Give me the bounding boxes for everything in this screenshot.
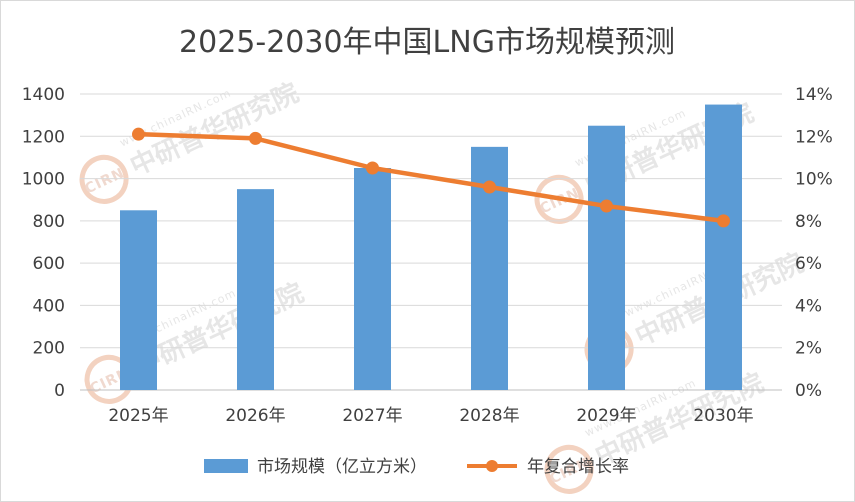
chart-title: 2025-2030年中国LNG市场规模预测 bbox=[179, 25, 675, 60]
y-right-tick-label: 6% bbox=[795, 254, 822, 274]
y-left-tick-label: 0 bbox=[54, 381, 65, 401]
y-right-tick-label: 2% bbox=[795, 339, 822, 359]
line-point bbox=[249, 131, 262, 145]
x-tick-label: 2028年 bbox=[459, 406, 519, 426]
watermark-logo bbox=[79, 154, 129, 204]
x-tick-label: 2025年 bbox=[108, 406, 168, 426]
legend-line-marker bbox=[486, 460, 498, 472]
y-right-tick-label: 10% bbox=[795, 170, 833, 190]
y-left-tick-label: 1200 bbox=[22, 127, 65, 147]
line-point bbox=[366, 161, 379, 175]
y-left-tick-label: 1400 bbox=[22, 85, 65, 105]
x-tick-label: 2027年 bbox=[342, 406, 402, 426]
y-right-tick-label: 14% bbox=[795, 85, 833, 105]
y-left-tick-label: 800 bbox=[33, 212, 65, 232]
bar bbox=[705, 104, 742, 391]
line-point bbox=[132, 127, 145, 141]
y-right-tick-label: 8% bbox=[795, 212, 822, 232]
y-left-tick-label: 400 bbox=[33, 296, 65, 316]
bar-series bbox=[120, 104, 742, 391]
legend: 市场规模（亿立方米） 年复合增长率 bbox=[204, 457, 629, 477]
legend-bar-swatch bbox=[204, 459, 248, 473]
legend-bar-label: 市场规模（亿立方米） bbox=[257, 457, 427, 477]
y-left-tick-label: 200 bbox=[33, 339, 65, 359]
y-right-tick-label: 12% bbox=[795, 127, 833, 147]
x-tick-label: 2026年 bbox=[225, 406, 285, 426]
x-tick-label: 2030年 bbox=[693, 406, 753, 426]
x-tick-label: 2029年 bbox=[576, 406, 636, 426]
y-left-tick-label: 1000 bbox=[22, 170, 65, 190]
bar bbox=[354, 168, 391, 390]
left-axis: 0 200 400 600 800 1000 1200 1400 bbox=[22, 85, 65, 401]
bar bbox=[120, 210, 157, 390]
bar bbox=[588, 125, 625, 390]
x-axis: 2025年 2026年 2027年 2028年 2029年 2030年 bbox=[108, 406, 753, 426]
grid-lines bbox=[80, 93, 782, 391]
bar bbox=[237, 189, 274, 390]
right-axis: 0% 2% 4% 6% 8% 10% 12% 14% bbox=[795, 85, 833, 401]
line-point bbox=[483, 180, 496, 194]
y-right-tick-label: 0% bbox=[795, 381, 822, 401]
line-path bbox=[138, 131, 724, 224]
line-point bbox=[717, 214, 730, 228]
legend-line-label: 年复合增长率 bbox=[527, 457, 629, 477]
watermark-layer: CIRN中研普华研究院www.chinaIRN.comCIRN中研普华研究院ww… bbox=[79, 77, 808, 494]
y-left-tick-label: 600 bbox=[33, 254, 65, 274]
y-right-tick-label: 4% bbox=[795, 296, 822, 316]
line-series bbox=[132, 127, 730, 228]
line-point bbox=[600, 199, 613, 213]
watermark-logo bbox=[534, 174, 584, 224]
watermark-logo bbox=[544, 444, 594, 494]
